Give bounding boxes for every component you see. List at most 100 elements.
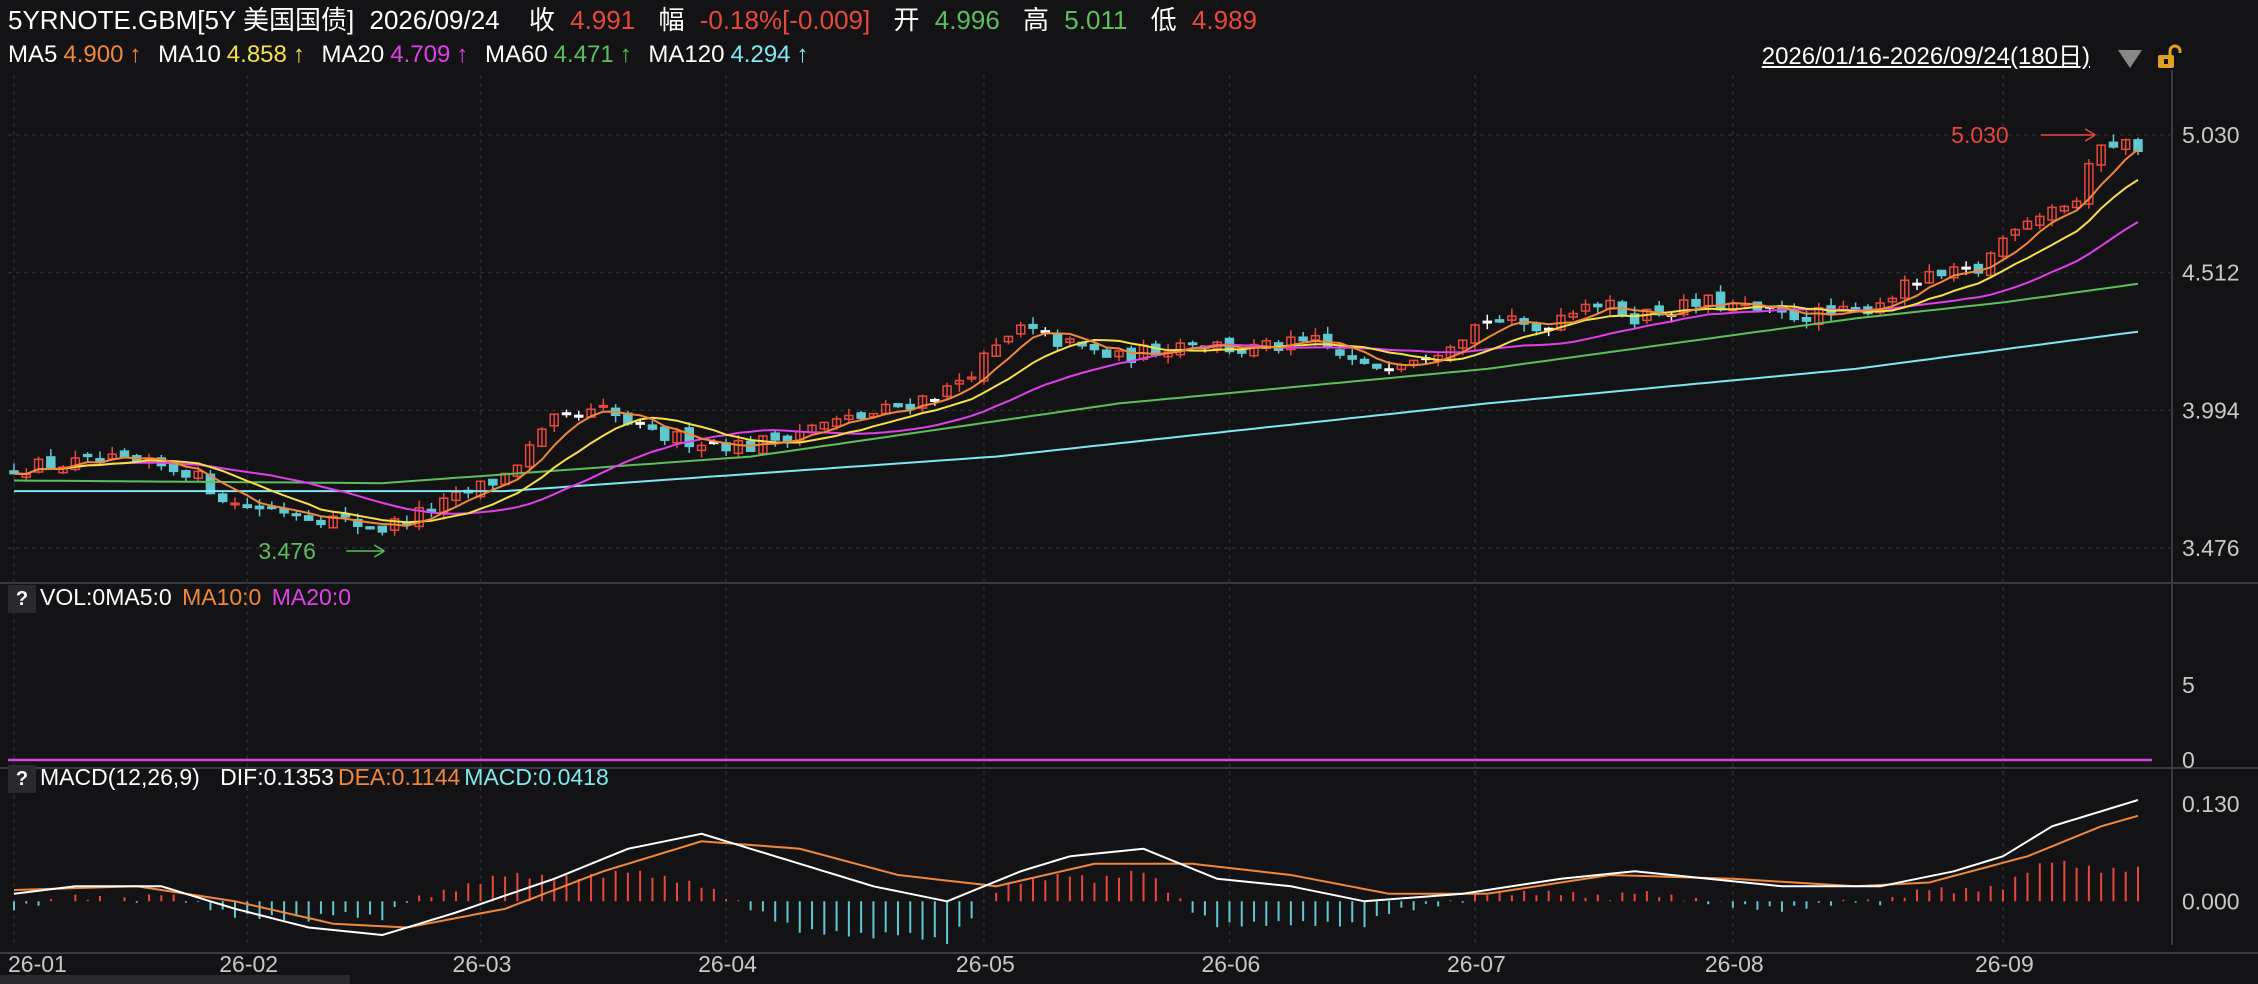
candle-body (905, 403, 916, 410)
candle-body (2022, 220, 2033, 230)
candle-body (1936, 269, 1947, 277)
ma-legend: MA5 4.900 ↑ MA10 4.858 ↑ MA20 4.709 ↑ MA60 4.47… (8, 40, 819, 70)
chevron-down-icon[interactable] (2118, 50, 2142, 68)
candle-body (2010, 228, 2020, 236)
candle-body (303, 515, 314, 521)
candle-body (930, 398, 940, 402)
candle-body (217, 493, 228, 503)
candle-body (1961, 266, 1971, 270)
candle-body (1359, 358, 1370, 364)
price-panel[interactable]: 5.030 3.476 (9, 122, 2143, 564)
candle-body (966, 376, 977, 380)
volume-panel-title: ? VOL:0MA5:0 MA10:0 MA20:0 (8, 582, 355, 613)
low-value: 4.989 (1191, 5, 1257, 35)
help-icon[interactable]: ? (8, 765, 36, 793)
volume-tick-label: 0 (2182, 747, 2195, 773)
candle-body (893, 403, 903, 408)
ma20-label: MA20 (321, 41, 385, 68)
ma10-up-arrow-icon: ↑ (292, 41, 305, 68)
ma5-value: 4.900 (63, 41, 124, 68)
candle-body (316, 519, 326, 526)
dea-label: DEA:0.1144 (337, 764, 461, 790)
candle-body (2096, 144, 2106, 166)
ma5-line (13, 148, 2139, 528)
ma60-line (13, 282, 2139, 485)
x-tick-label: 26-09 (1975, 951, 2034, 977)
candle-body (1335, 349, 1345, 356)
x-tick-label: 26-07 (1447, 951, 1506, 977)
candle-body (1973, 263, 1984, 274)
candle-body (574, 414, 584, 418)
candle-body (46, 456, 56, 470)
candle-body (991, 344, 1001, 357)
candle-body (1298, 336, 1308, 342)
macd-label: MACD(12,26,9) (40, 764, 200, 790)
macd-value-label: MACD:0.0418 (464, 764, 609, 790)
candle-body (1052, 333, 1063, 347)
x-tick-label: 26-02 (219, 951, 278, 977)
ma10-line (13, 179, 2139, 524)
candle-body (181, 470, 191, 478)
high-value: 5.011 (1064, 5, 1128, 35)
ma20-value: 4.709 (390, 41, 451, 68)
change-value: -0.18%[-0.009] (699, 5, 871, 35)
candle-body (33, 458, 44, 473)
high-label: 高 (1023, 5, 1050, 35)
candle-body (2059, 205, 2070, 212)
candle-body (2108, 141, 2119, 148)
candle-body (1114, 350, 1124, 358)
candle-body (647, 424, 658, 430)
candle-body (1654, 305, 1664, 316)
candle-body (1494, 319, 1505, 323)
candle-body (193, 470, 203, 479)
candle-body (868, 412, 879, 418)
arrow-right-icon (2084, 128, 2096, 142)
candle-body (1531, 323, 1542, 332)
candle-body (414, 507, 424, 528)
candle-body (1040, 330, 1051, 334)
candle-body (831, 418, 842, 428)
vol-ma10-label: MA10:0 (182, 584, 262, 610)
macd-tick-label: 0.130 (2182, 791, 2240, 817)
candle-body (82, 453, 93, 458)
candle-body (1924, 270, 1935, 284)
candle-body (696, 444, 707, 452)
candle-body (365, 526, 375, 530)
candle-body (1347, 355, 1357, 360)
candle-body (1887, 297, 1898, 303)
date-range-selector[interactable]: 2026/01/16-2026/09/24(180日) (1761, 43, 2090, 70)
candle-body (1593, 303, 1603, 308)
close-value: 4.991 (570, 5, 636, 35)
candle-body (1065, 338, 1075, 344)
candle-body (291, 513, 302, 517)
help-icon[interactable]: ? (8, 585, 36, 613)
candle-body (2071, 200, 2082, 209)
candle-body (168, 462, 179, 473)
vol-ma20-label: MA20:0 (271, 584, 351, 610)
symbol-name: 5YRNOTE.GBM[5Y 美国国债] (8, 5, 355, 35)
candle-body (230, 502, 240, 506)
price-tick-label: 3.476 (2182, 535, 2240, 561)
ma120-line (14, 330, 2139, 493)
candle-body (254, 505, 265, 510)
candle-body (242, 504, 253, 509)
candle-body (1089, 344, 1100, 351)
candle-body (819, 421, 830, 430)
candle-body (598, 404, 609, 408)
candle-body (1310, 334, 1321, 341)
open-label: 开 (893, 5, 920, 35)
candle-body (1789, 310, 1799, 321)
candle-body (1016, 324, 1026, 335)
lock-icon[interactable] (2156, 44, 2182, 70)
x-tick-label: 26-08 (1705, 951, 1764, 977)
macd-panel[interactable] (13, 799, 2139, 944)
macd-tick-label: 0.000 (2182, 888, 2240, 914)
candle-body (524, 444, 535, 468)
candle-body (684, 427, 695, 448)
dea-line (13, 814, 2139, 929)
ma120-up-arrow-icon: ↑ (796, 41, 809, 68)
candle-body (1003, 335, 1014, 343)
candle-body (1912, 282, 1922, 286)
candle-body (733, 440, 744, 455)
